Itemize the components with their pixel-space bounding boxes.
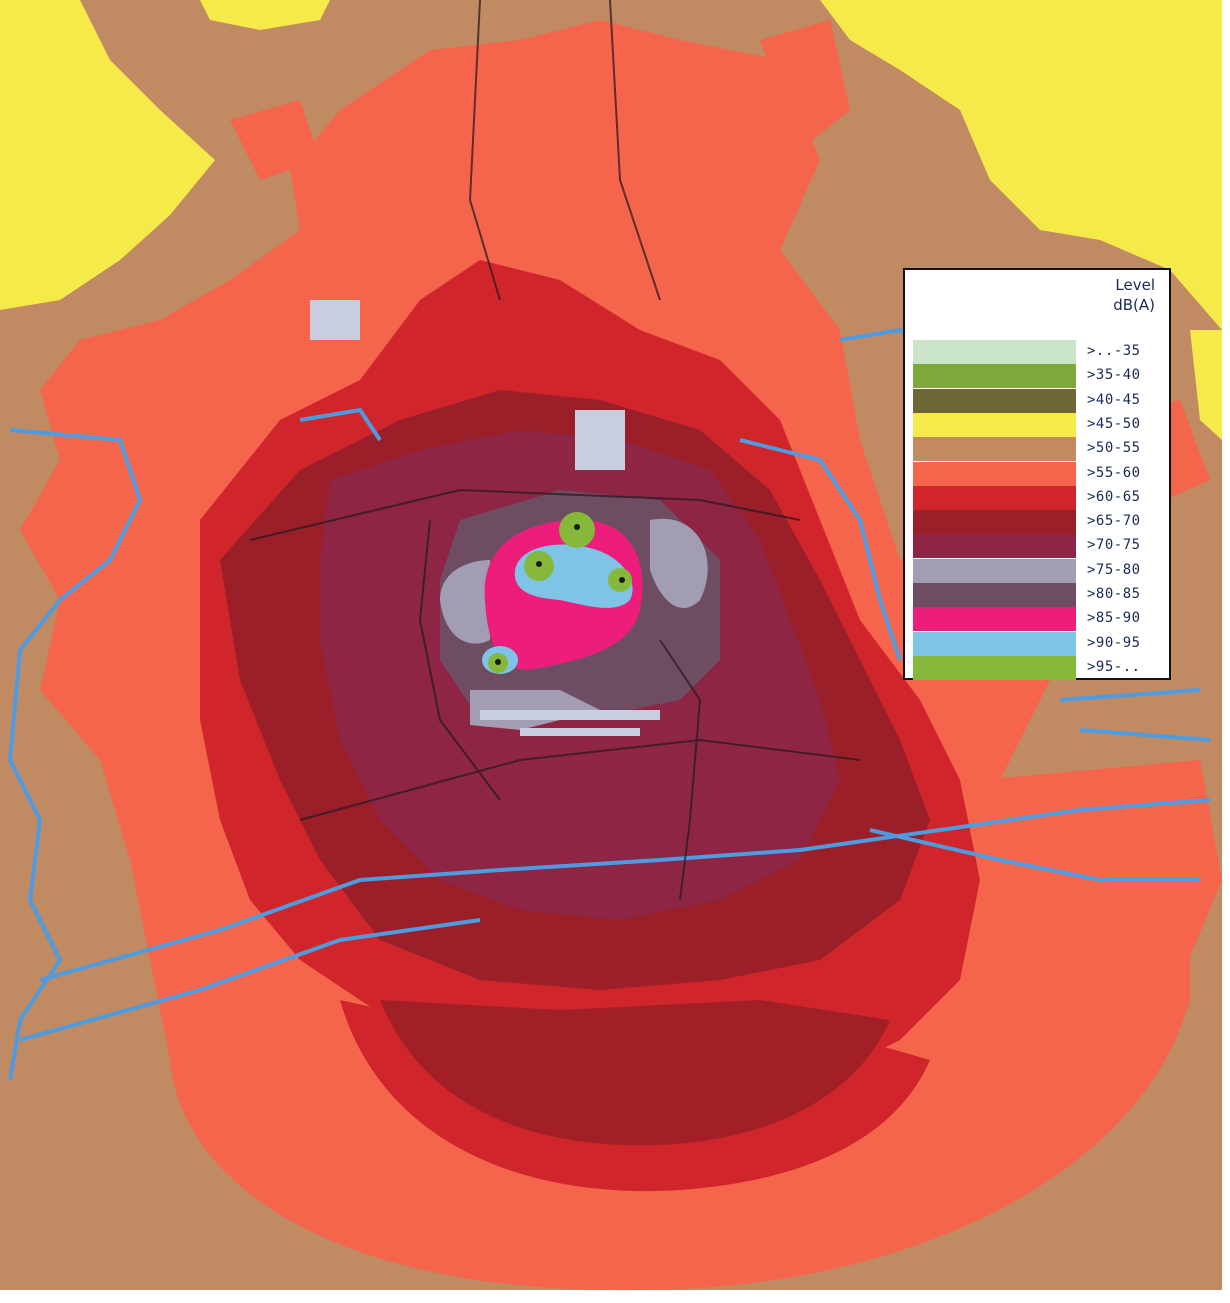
legend-label: >40-45	[1087, 391, 1141, 408]
legend-label: >50-55	[1087, 440, 1141, 457]
legend-item: >75-80	[913, 558, 1163, 583]
legend-label: >80-85	[1087, 586, 1141, 602]
legend-label: >..-35	[1087, 343, 1141, 359]
legend-swatch	[913, 534, 1076, 559]
roads	[249, 0, 861, 901]
legend-label: >90-95	[1087, 634, 1141, 651]
legend-item: >35-40	[913, 364, 1163, 389]
legend-item: >95-..	[913, 655, 1163, 680]
legend-item: >50-55	[913, 437, 1163, 462]
legend-swatch	[913, 437, 1076, 462]
legend-label: >95-..	[1087, 658, 1141, 675]
legend-label: >60-65	[1087, 488, 1141, 505]
legend-label: >35-40	[1087, 367, 1141, 384]
legend-swatch	[913, 510, 1076, 535]
legend-item: >70-75	[913, 534, 1163, 559]
legend-unit: dB(A)	[1113, 296, 1155, 314]
legend-swatch	[913, 364, 1076, 389]
legend-swatch	[913, 412, 1076, 437]
noise-source-marker-icon	[495, 524, 625, 665]
legend-item: >..-35	[913, 340, 1163, 364]
legend-title: Level	[1115, 276, 1155, 294]
legend-label: >85-90	[1087, 610, 1141, 627]
legend-item: >45-50	[913, 412, 1163, 437]
legend-label: >65-70	[1087, 513, 1141, 530]
zone-45-50	[0, 0, 1222, 440]
legend-item: >90-95	[913, 631, 1163, 656]
map-legend: Level dB(A) >..-35 >35-40 >40-45 >45-50 >50-…	[903, 268, 1171, 680]
legend-swatch	[913, 607, 1076, 632]
legend-label: >70-75	[1087, 537, 1141, 554]
legend-label: >55-60	[1087, 464, 1141, 481]
legend-swatch	[913, 461, 1076, 486]
legend-swatch	[913, 558, 1076, 583]
buildings	[7, 327, 1211, 1081]
legend-item: >60-65	[913, 485, 1163, 510]
legend-item: >85-90	[913, 607, 1163, 632]
legend-label: >45-50	[1087, 415, 1141, 432]
legend-swatch	[913, 655, 1076, 680]
legend-item: >65-70	[913, 510, 1163, 535]
legend-item: >55-60	[913, 461, 1163, 486]
legend-swatch	[913, 340, 1076, 364]
legend-swatch	[913, 583, 1076, 607]
legend-item: >80-85	[913, 583, 1163, 607]
terminal-buildings	[310, 300, 660, 736]
legend-label: >75-80	[1087, 561, 1141, 578]
legend-item: >40-45	[913, 388, 1163, 413]
legend-swatch	[913, 631, 1076, 656]
legend-swatch	[913, 485, 1076, 510]
legend-swatch	[913, 388, 1076, 413]
